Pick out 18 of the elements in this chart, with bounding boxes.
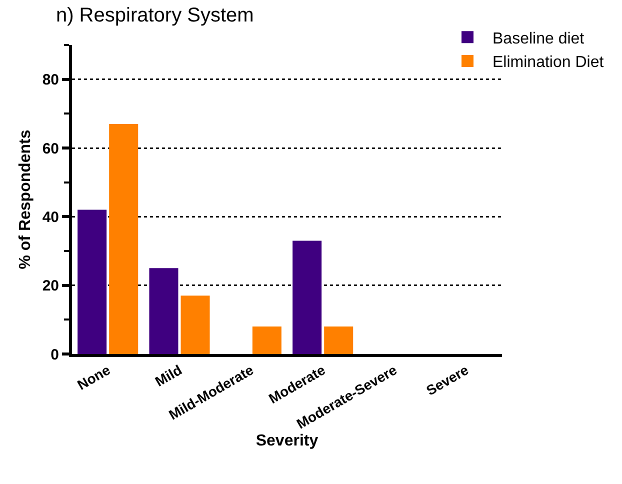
y-axis-title: % of Respondents [17, 130, 34, 270]
y-tick-label: 20 [42, 278, 59, 295]
bar [180, 296, 210, 354]
x-tick-label: None [74, 361, 114, 393]
bar [109, 124, 138, 354]
legend-label: Elimination Diet [492, 54, 604, 72]
bar [252, 326, 282, 354]
y-tick-label: 0 [50, 346, 59, 364]
x-axis-title: Severity [256, 432, 318, 450]
chart-title: n) Respiratory System [56, 4, 254, 26]
legend-label: Baseline diet [492, 30, 585, 48]
y-tick-label: 60 [42, 140, 59, 158]
bar [78, 210, 107, 354]
y-tick-label: 40 [42, 208, 59, 226]
bar [149, 268, 178, 354]
y-tick-label: 80 [42, 72, 59, 89]
bar [324, 326, 354, 354]
bar [292, 240, 322, 354]
